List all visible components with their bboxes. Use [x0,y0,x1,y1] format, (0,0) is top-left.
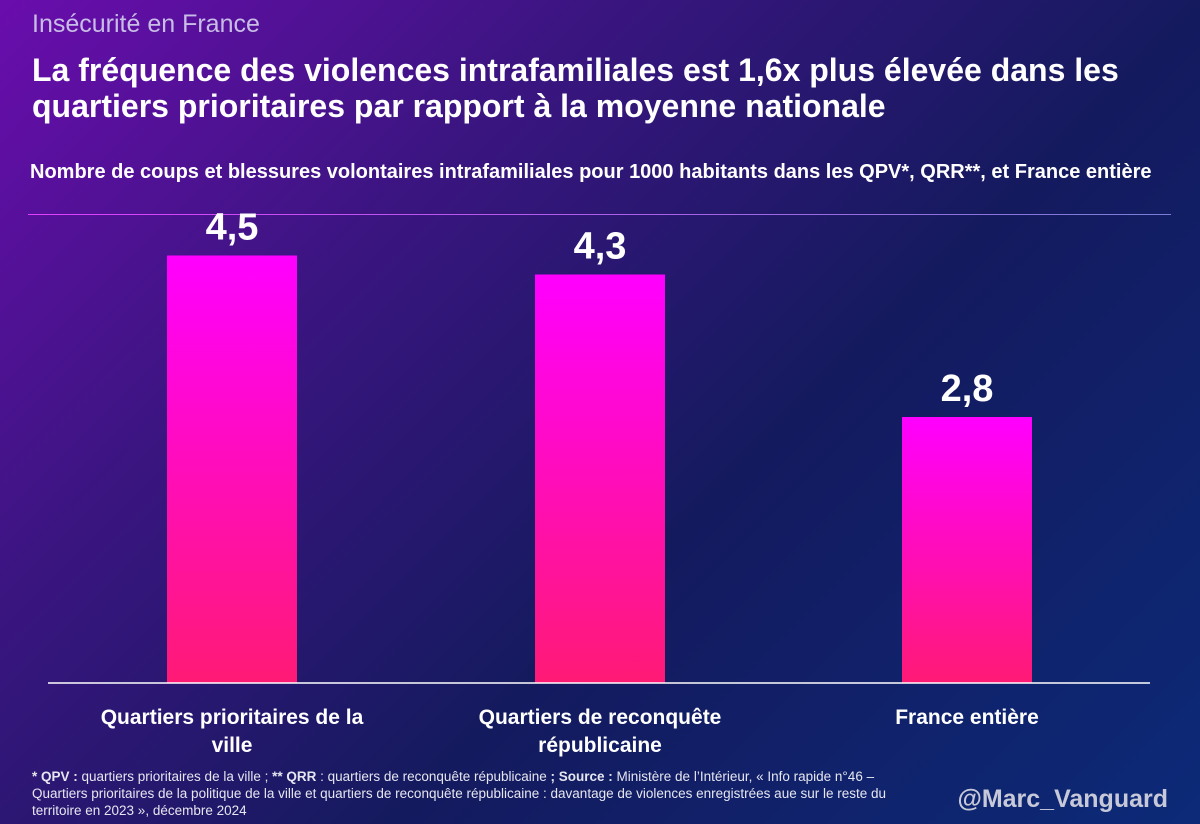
chart-title: Nombre de coups et blessures volontaires… [30,161,1152,183]
footnote-qpv-key: * QPV : [32,769,78,784]
kicker-label: Insécurité en France [32,10,260,38]
headline: La fréquence des violences intrafamilial… [32,52,1119,124]
footnote-qpv-text: quartiers prioritaires de la ville ; [77,769,273,784]
data-label-2: 4,3 [574,226,627,268]
category-label-2: Quartiers de reconquête républicaine [479,706,722,757]
category-label-3: France entière [895,706,1039,729]
footnote-qrr-key: ** QRR [272,769,317,784]
bar-2 [535,274,665,683]
title-divider [28,214,1171,215]
footnote-source-key: ; Source : [550,769,613,784]
data-label-3: 2,8 [941,368,994,410]
footnote-qrr-text: : quartiers de reconquête républicaine [316,769,551,784]
author-credit: @Marc_Vanguard [957,785,1168,813]
category-label-1: Quartiers prioritaires de la ville [101,706,364,757]
footnote: * QPV : quartiers prioritaires de la vil… [32,768,912,819]
data-label-1: 4,5 [206,207,259,249]
footnote-source-text: Ministère de l’Intérieur, « Info rapide … [32,769,887,818]
bar-1 [167,255,297,683]
bar-3 [902,417,1032,683]
